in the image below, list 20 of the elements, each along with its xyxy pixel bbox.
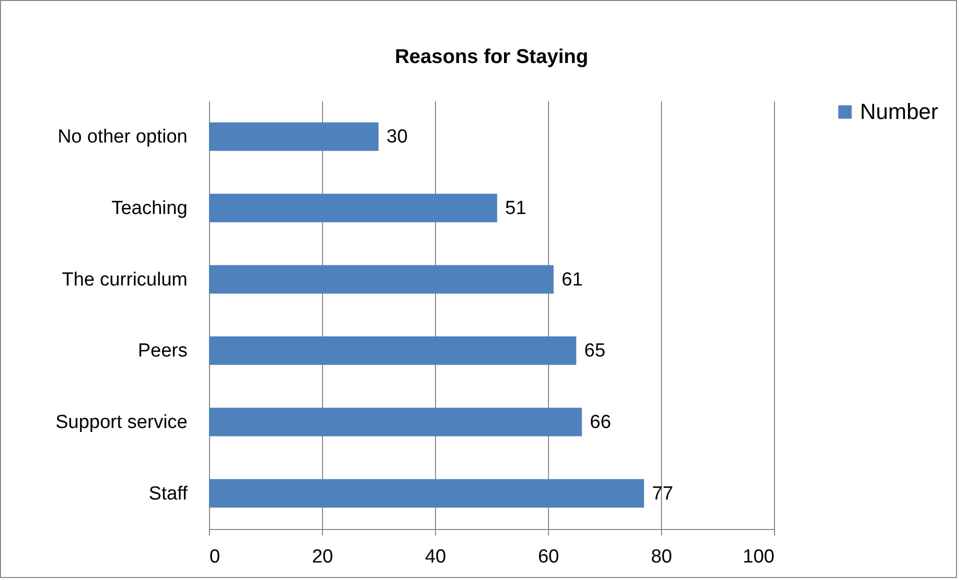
chart-title: Reasons for Staying xyxy=(394,46,588,68)
x-tick-label: 100 xyxy=(742,546,774,568)
x-tick-label: 80 xyxy=(650,546,672,568)
y-tick-label: Peers xyxy=(138,340,188,362)
x-tick-label: 60 xyxy=(538,546,560,568)
y-tick-label: Teaching xyxy=(111,198,188,219)
y-tick-label: Support service xyxy=(55,412,188,433)
y-tick-label: The curriculum xyxy=(62,269,188,290)
data-label: 61 xyxy=(562,269,583,290)
data-label: 65 xyxy=(584,340,606,362)
data-label: 66 xyxy=(590,412,612,433)
y-tick-label: No other option xyxy=(58,126,188,148)
x-tick-label: 40 xyxy=(424,546,446,568)
legend-label: Number xyxy=(860,99,938,124)
y-tick-label: Staff xyxy=(148,483,188,504)
data-label: 51 xyxy=(505,198,526,219)
x-tick-label: 20 xyxy=(312,546,334,568)
data-label: 77 xyxy=(652,483,674,504)
x-tick-label: 0 xyxy=(210,546,220,568)
data-label: 30 xyxy=(386,126,408,148)
